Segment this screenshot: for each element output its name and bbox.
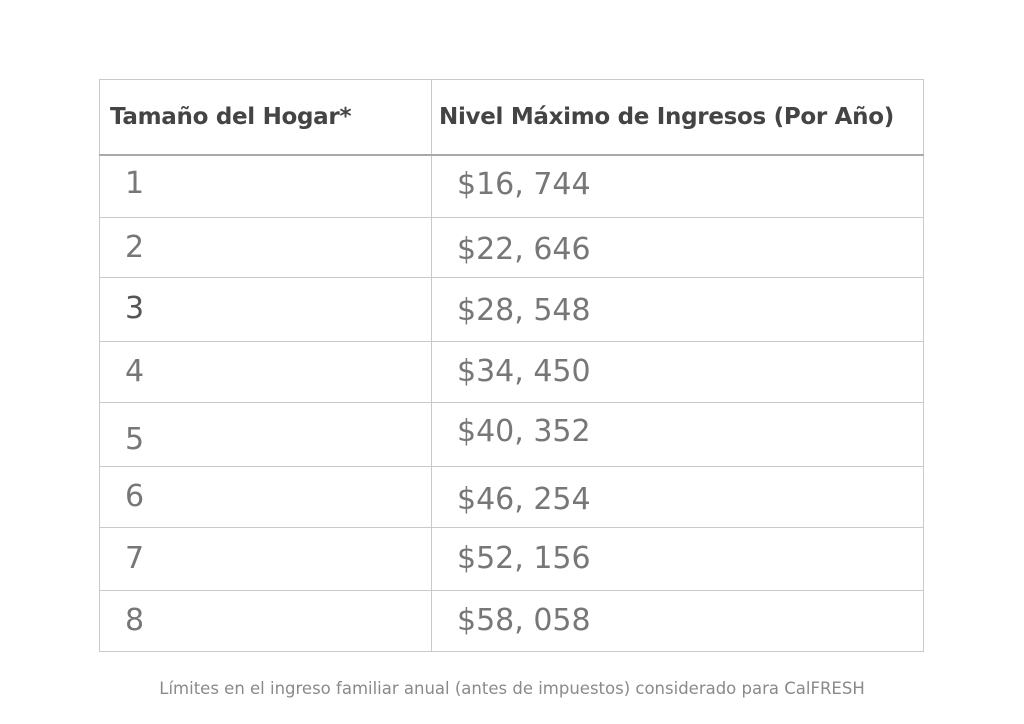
table-row: 6 $46, 254: [99, 465, 924, 528]
table-row: 2 $22, 646: [99, 216, 924, 278]
max-income-cell: $22, 646: [431, 216, 924, 278]
max-income-cell: $40, 352: [431, 401, 924, 467]
max-income-cell: $58, 058: [431, 589, 924, 652]
max-income-cell: $16, 744: [431, 154, 924, 218]
table-row: 8 $58, 058: [99, 589, 924, 652]
household-size-cell: 2: [99, 216, 432, 278]
household-size-cell: 3: [99, 276, 432, 342]
table-row: 7 $52, 156: [99, 526, 924, 591]
max-income-header: Nivel Máximo de Ingresos (Por Año): [431, 79, 924, 156]
max-income-cell: $28, 548: [431, 276, 924, 342]
household-size-cell: 7: [99, 526, 432, 591]
table-caption: Límites en el ingreso familiar anual (an…: [159, 679, 865, 698]
table-row: 5 $40, 352: [99, 401, 924, 467]
max-income-cell: $46, 254: [431, 465, 924, 528]
table-header-row: Tamaño del Hogar* Nivel Máximo de Ingres…: [99, 79, 924, 156]
max-income-cell: $34, 450: [431, 340, 924, 403]
household-size-cell: 8: [99, 589, 432, 652]
household-size-cell: 6: [99, 465, 432, 528]
household-size-header: Tamaño del Hogar*: [99, 79, 432, 156]
table-row: 1 $16, 744: [99, 154, 924, 218]
household-size-cell: 5: [99, 401, 432, 467]
table-row: 4 $34, 450: [99, 340, 924, 403]
table-row: 3 $28, 548: [99, 276, 924, 342]
household-size-cell: 1: [99, 154, 432, 218]
max-income-cell: $52, 156: [431, 526, 924, 591]
income-limits-table: Tamaño del Hogar* Nivel Máximo de Ingres…: [99, 79, 924, 652]
household-size-cell: 4: [99, 340, 432, 403]
